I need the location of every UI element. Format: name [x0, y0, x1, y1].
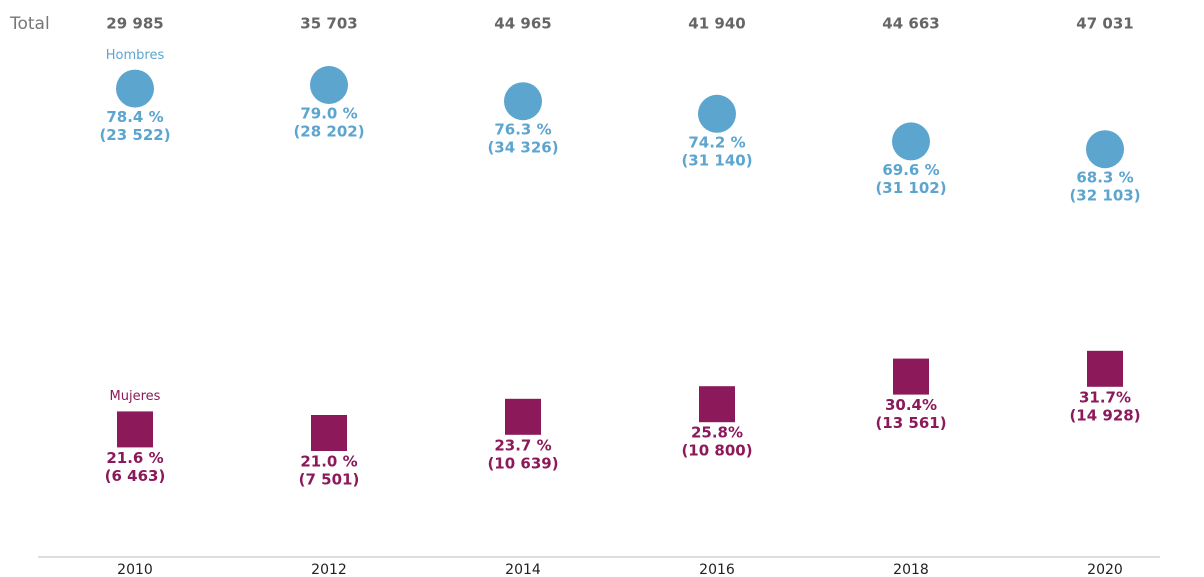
- total-value: 29 985: [106, 15, 163, 33]
- count-label: (23 522): [99, 126, 170, 144]
- dot: [698, 94, 736, 133]
- total-value: 44 663: [882, 15, 939, 33]
- count-label: (10 639): [487, 454, 558, 472]
- value-label: 69.6 %: [882, 161, 939, 179]
- value-label: 78.4 %: [106, 108, 163, 126]
- count-label: (6 463): [105, 467, 166, 485]
- legend-label: Hombres: [106, 48, 165, 63]
- x-tick-label: 2014: [505, 562, 541, 577]
- square: [893, 358, 929, 395]
- x-tick-label: 2010: [117, 562, 153, 577]
- count-label: (32 103): [1069, 187, 1140, 205]
- legend-label: Mujeres: [110, 389, 161, 404]
- total-label: Total: [9, 14, 50, 34]
- square: [1087, 350, 1123, 387]
- dot: [116, 69, 154, 108]
- count-label: (10 800): [681, 442, 752, 460]
- value-label: 21.6 %: [106, 449, 163, 467]
- dot: [892, 122, 930, 161]
- value-label: 30.4%: [885, 396, 937, 414]
- total-value: 41 940: [688, 15, 745, 33]
- square: [311, 415, 347, 451]
- x-tick-label: 2016: [699, 562, 735, 577]
- value-label: 74.2 %: [688, 133, 745, 151]
- value-label: 68.3 %: [1076, 169, 1133, 187]
- x-tick-label: 2018: [893, 562, 929, 577]
- dot: [1086, 130, 1124, 169]
- square: [699, 386, 735, 423]
- x-tick-label: 2012: [311, 562, 347, 577]
- value-label: 76.3 %: [494, 121, 551, 139]
- value-label: 25.8%: [691, 424, 743, 442]
- total-value: 47 031: [1076, 15, 1133, 33]
- count-label: (7 501): [299, 471, 360, 489]
- x-tick-label: 2020: [1087, 562, 1123, 577]
- total-value: 35 703: [300, 15, 357, 33]
- dot: [504, 82, 542, 121]
- count-label: (31 102): [875, 179, 946, 197]
- count-label: (28 202): [293, 123, 364, 141]
- square: [505, 398, 541, 435]
- total-value: 44 965: [494, 15, 551, 33]
- count-label: (14 928): [1069, 406, 1140, 424]
- count-label: (13 561): [875, 414, 946, 432]
- count-label: (34 326): [487, 139, 558, 157]
- dot: [310, 66, 348, 104]
- count-label: (31 140): [681, 151, 752, 169]
- value-label: 31.7%: [1079, 388, 1131, 406]
- value-label: 23.7 %: [494, 436, 551, 454]
- square: [117, 411, 153, 448]
- value-label: 79.0 %: [300, 105, 357, 123]
- value-label: 21.0 %: [300, 453, 357, 471]
